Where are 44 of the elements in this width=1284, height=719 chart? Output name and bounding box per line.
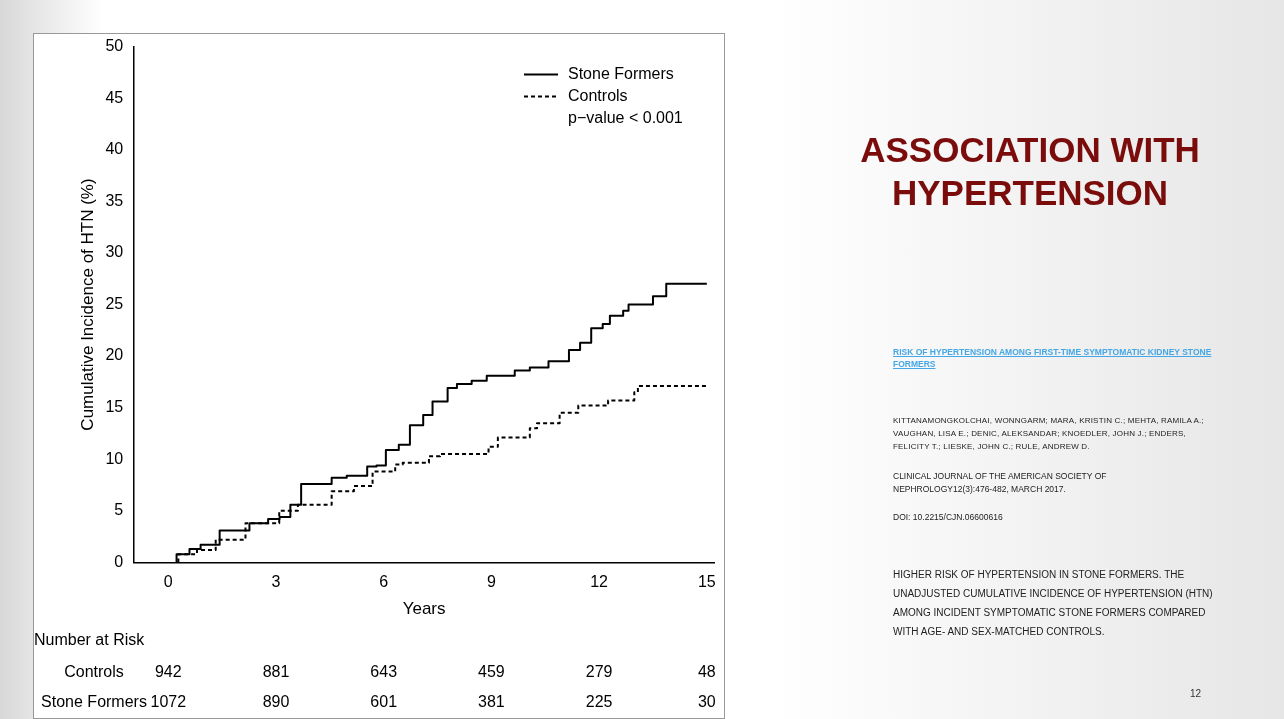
- text: 12: [1190, 688, 1203, 699]
- text: 643: [370, 662, 398, 680]
- text: CLINICAL JOURNAL OF THE AMERICAN SOCIETY OF NEPHROLOGY12(3):476-482, MARCH 2017.: [893, 470, 1108, 496]
- text: 942: [154, 662, 182, 680]
- y-tick-label: 50: [105, 37, 124, 55]
- annotation: p−value < 0.001: [568, 109, 683, 127]
- text: KITTANAMONGKOLCHAI, WONNGARM; MARA, KRISTIN C.; MEHTA, RAMILA A.; VAUGHAN, LISA E.; DENIC, ALEKSANDAR; KNOEDLER, JOHN J.; ENDERS, FELICITY T.; LIESKE, JOHN C.; RULE, ANDREW D.: [893, 415, 1205, 453]
- y-tick-label: 35: [105, 191, 124, 209]
- y-tick-label: 20: [105, 346, 124, 364]
- y-tick-label: 5: [114, 501, 124, 519]
- text: Controls: [64, 662, 124, 680]
- y-tick-label: 25: [105, 294, 124, 312]
- text: Number at Risk: [34, 630, 146, 648]
- y-tick-label: 40: [105, 140, 124, 158]
- y-tick-label: 0: [114, 552, 124, 570]
- legend-label: Controls: [568, 87, 628, 105]
- y-tick-label: 10: [105, 449, 124, 467]
- text: DOI: 10.2215/CJN.06600616: [893, 512, 1004, 522]
- text: 881: [262, 662, 290, 680]
- y-axis-title: Cumulative Incidence of HTN (%): [77, 178, 97, 431]
- x-tick-label: 6: [379, 573, 389, 591]
- text: RISK OF HYPERTENSION AMONG FIRST-TIME SYMPTOMATIC KIDNEY STONE FORMERS: [893, 346, 1213, 370]
- y-tick-label: 15: [105, 398, 124, 416]
- text: HIGHER RISK OF HYPERTENSION IN STONE FORMERS. THE UNADJUSTED CUMULATIVE INCIDENCE OF HYPERTENSION (HTN) AMONG INCIDENT SYMPTOMATIC STONE FORMERS COMPARED WITH AGE- AND SEX-MATCHED CONTROLS.: [893, 568, 1214, 639]
- x-tick-label: 15: [697, 573, 716, 591]
- legend-label: Stone Formers: [568, 65, 674, 83]
- y-tick-label: 45: [105, 88, 124, 106]
- text: 30: [697, 692, 716, 710]
- text: 459: [478, 662, 505, 680]
- text: Stone Formers: [41, 692, 147, 710]
- text: 1072: [150, 692, 187, 710]
- x-tick-label: 9: [486, 573, 496, 591]
- x-axis-title: Years: [402, 599, 446, 619]
- text: ASSOCIATION WITH HYPERTENSION: [859, 129, 1201, 214]
- text: 48: [697, 662, 716, 680]
- text: 601: [370, 692, 398, 710]
- y-tick-label: 30: [105, 243, 124, 261]
- text: 381: [478, 692, 505, 710]
- text: 890: [262, 692, 290, 710]
- x-tick-label: 12: [590, 573, 609, 591]
- x-tick-label: 0: [163, 573, 173, 591]
- text: 279: [585, 662, 613, 680]
- text: 225: [585, 692, 613, 710]
- x-tick-label: 3: [271, 573, 281, 591]
